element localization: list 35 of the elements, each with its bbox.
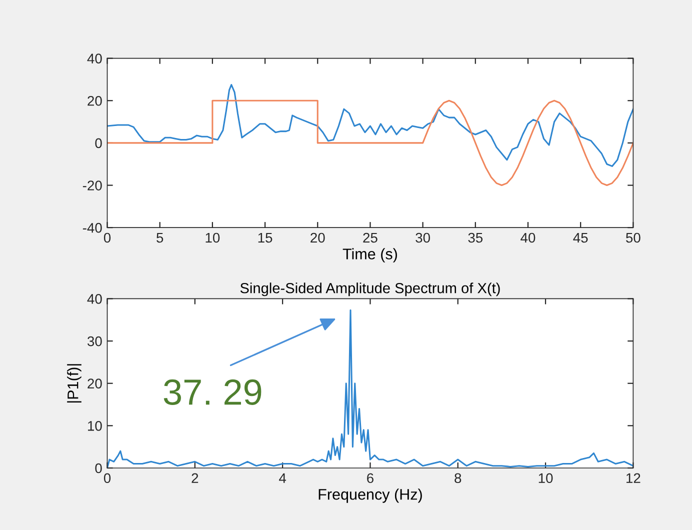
x-tick-label: 2	[192, 473, 198, 483]
x-tick-label: 0	[104, 473, 111, 484]
x-tick-label: 15	[258, 232, 272, 243]
x-tick-label: 12	[626, 473, 640, 483]
y-tick-label: 20	[88, 96, 102, 106]
line-series	[107, 100, 634, 186]
y-tick-label: -20	[82, 180, 102, 190]
x-tick-label: 35	[468, 232, 483, 243]
x-tick-label: 45	[573, 232, 588, 243]
y-tick-label: 10	[88, 421, 102, 431]
y-axis-title: |P1(f)|	[67, 364, 82, 402]
x-tick-label: 20	[310, 232, 325, 243]
y-tick-label: 0	[95, 138, 102, 148]
y-tick-label: 40	[87, 54, 102, 64]
x-tick-label: 5	[156, 232, 164, 243]
line-series	[107, 84, 634, 167]
x-tick-label: 10	[206, 232, 220, 243]
x-tick-label: 4	[279, 473, 286, 483]
y-tick-label: 30	[87, 336, 102, 346]
x-tick-label: 8	[454, 473, 462, 484]
x-tick-label: 30	[416, 232, 430, 243]
y-tick-label: 20	[88, 378, 102, 389]
y-tick-label: 0	[95, 463, 102, 474]
x-axis-title: Time (s)	[342, 248, 397, 262]
y-tick-label: 40	[87, 294, 102, 304]
x-tick-label: 25	[363, 232, 378, 243]
x-axis-title: Frequency (Hz)	[318, 488, 422, 503]
annotation: 37. 29	[164, 379, 262, 405]
y-tick-label: -40	[82, 222, 102, 233]
x-tick-label: 6	[367, 473, 374, 484]
chart-title: Single-Sided Amplitude Spectrum of X(t)	[240, 282, 500, 296]
x-tick-label: 50	[626, 232, 640, 243]
x-tick-label: 40	[520, 232, 536, 243]
x-tick-label: 10	[538, 473, 553, 484]
x-tick-label: 0	[104, 232, 111, 243]
